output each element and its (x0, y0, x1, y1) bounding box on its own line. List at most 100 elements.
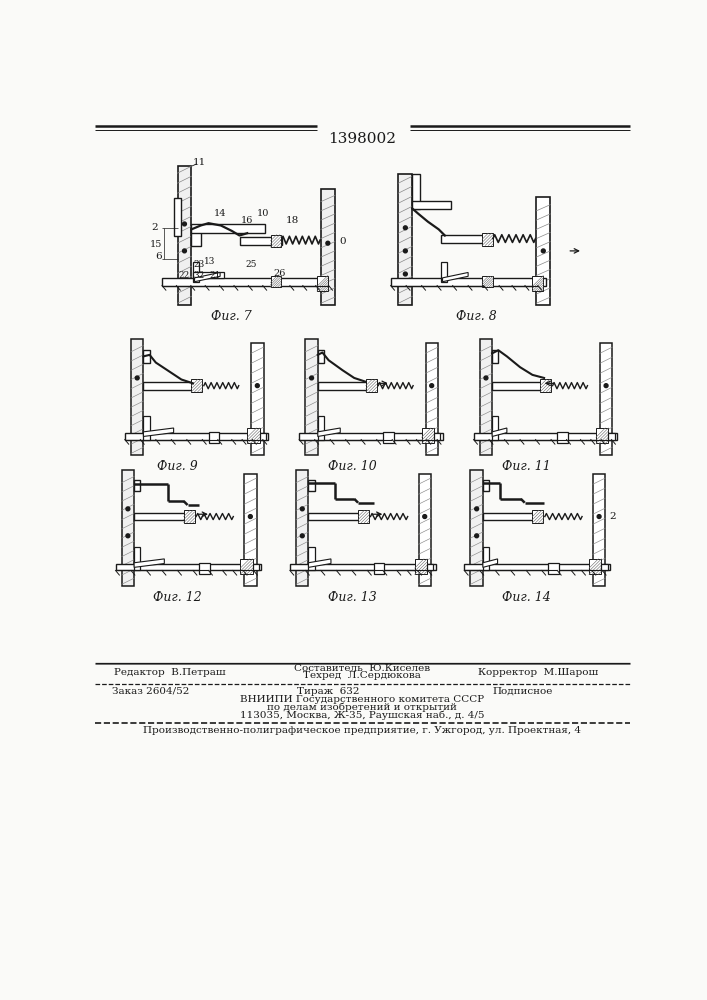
Bar (600, 343, 612, 455)
Bar (596, 428, 609, 443)
Text: 0: 0 (339, 237, 346, 246)
Bar (492, 350, 498, 363)
Text: Корректор  М.Шарош: Корректор М.Шарош (478, 668, 598, 677)
Bar (470, 470, 483, 586)
Text: Фиг. 11: Фиг. 11 (502, 460, 551, 473)
Bar (115, 564, 261, 570)
Bar (199, 563, 210, 574)
Text: 2: 2 (151, 223, 158, 232)
Text: Подписное: Подписное (492, 687, 553, 696)
Circle shape (135, 376, 139, 380)
Text: 2: 2 (609, 512, 617, 521)
Text: 6: 6 (156, 252, 162, 261)
Text: Фиг. 7: Фиг. 7 (211, 310, 252, 323)
Bar (602, 564, 607, 570)
Circle shape (474, 534, 479, 538)
Bar (251, 343, 264, 455)
Bar (162, 278, 325, 286)
Bar (184, 510, 194, 523)
Text: Фиг. 9: Фиг. 9 (157, 460, 198, 473)
Bar (412, 201, 451, 209)
Bar (177, 166, 192, 305)
Bar (434, 433, 440, 440)
Bar (271, 235, 281, 247)
Text: 26: 26 (274, 269, 286, 278)
Text: ВНИИПИ Государственного комитета СССР: ВНИИПИ Государственного комитета СССР (240, 695, 484, 704)
Circle shape (484, 376, 488, 380)
Bar (532, 510, 543, 523)
Bar (134, 480, 140, 491)
Bar (532, 276, 543, 291)
Circle shape (126, 534, 130, 538)
Bar (441, 262, 448, 282)
Bar (308, 547, 315, 570)
Text: 113035, Москва, Ж-35, Раушская наб., д. 4/5: 113035, Москва, Ж-35, Раушская наб., д. … (240, 710, 484, 720)
Bar (131, 339, 144, 455)
Bar (134, 547, 140, 570)
Bar (192, 224, 265, 233)
Bar (373, 563, 385, 574)
Text: 13: 13 (204, 257, 216, 266)
Bar (192, 229, 201, 246)
Text: 16: 16 (241, 216, 253, 225)
Bar (240, 559, 252, 574)
Bar (299, 433, 443, 440)
Bar (492, 382, 547, 389)
Text: Редактор  В.Петраш: Редактор В.Петраш (114, 668, 226, 677)
Bar (247, 428, 259, 443)
Bar (240, 237, 282, 245)
Bar (321, 189, 335, 305)
Bar (474, 433, 617, 440)
Text: 11: 11 (192, 158, 206, 167)
Bar (174, 198, 182, 236)
Circle shape (604, 384, 608, 388)
Bar (317, 382, 372, 389)
Bar (317, 276, 328, 291)
Bar (441, 235, 491, 243)
Bar (414, 559, 427, 574)
Bar (192, 379, 202, 392)
Bar (305, 339, 317, 455)
Text: 18: 18 (286, 216, 299, 225)
Polygon shape (134, 559, 164, 567)
Bar (482, 233, 493, 246)
Bar (144, 382, 198, 389)
Text: Тираж  632: Тираж 632 (298, 687, 360, 696)
Bar (144, 416, 150, 440)
Circle shape (300, 507, 304, 511)
Text: Фиг. 12: Фиг. 12 (153, 591, 202, 604)
Text: Фиг. 13: Фиг. 13 (327, 591, 376, 604)
Bar (290, 564, 436, 570)
Bar (244, 474, 257, 586)
Bar (391, 278, 546, 286)
Bar (308, 513, 364, 520)
Bar (412, 174, 420, 209)
Text: 22: 22 (178, 271, 189, 280)
Polygon shape (308, 559, 331, 567)
Bar (483, 547, 489, 570)
Bar (125, 433, 268, 440)
Bar (259, 433, 266, 440)
Bar (366, 379, 377, 392)
Text: Фиг. 14: Фиг. 14 (502, 591, 551, 604)
Bar (308, 480, 315, 491)
Bar (483, 513, 539, 520)
Polygon shape (194, 272, 220, 282)
Text: 14: 14 (214, 209, 226, 218)
Circle shape (404, 226, 407, 230)
Text: Производственно-полиграфическое предприятие, г. Ужгород, ул. Проектная, 4: Производственно-полиграфическое предприя… (143, 726, 581, 735)
Bar (358, 510, 369, 523)
Bar (427, 564, 433, 570)
Circle shape (182, 249, 187, 253)
Bar (209, 432, 219, 443)
Bar (398, 174, 412, 305)
Bar (426, 343, 438, 455)
Bar (540, 379, 551, 392)
Polygon shape (144, 428, 174, 436)
Bar (593, 474, 605, 586)
Polygon shape (443, 272, 468, 282)
Text: 1398002: 1398002 (328, 132, 396, 146)
Bar (419, 474, 431, 586)
Bar (557, 432, 568, 443)
Bar (537, 197, 550, 305)
